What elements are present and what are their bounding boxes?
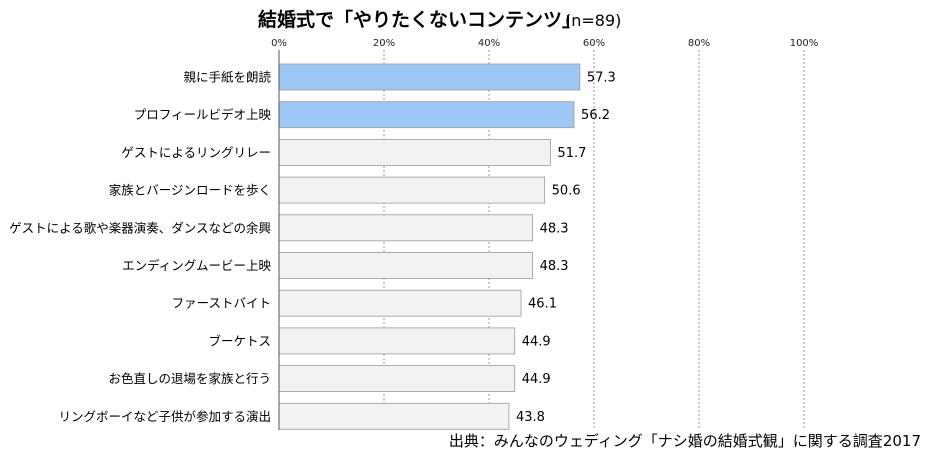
x-tick-label-4: 80% [688, 38, 710, 49]
category-label-2: ゲストによるリングリレー [121, 145, 271, 160]
bar-3 [278, 176, 546, 204]
category-label-1: プロフィールビデオ上映 [134, 107, 272, 122]
bar-8 [278, 365, 516, 393]
value-label-3: 50.6 [552, 184, 581, 199]
x-tick-labels: 0% 20% 40% 60% 80% 100% [271, 38, 818, 49]
value-label-5: 48.3 [540, 259, 569, 274]
x-tick-label-2: 40% [478, 38, 500, 49]
value-labels: 57.3 56.2 51.7 50.6 48.3 48.3 46.1 44.9 44.9 43.8 [516, 71, 616, 425]
category-label-4: ゲストによる歌や楽器演奏、ダンスなどの余興 [9, 220, 271, 235]
bar-0 [278, 63, 581, 91]
value-label-7: 44.9 [522, 334, 551, 349]
category-label-3: 家族とバージンロードを歩く [109, 183, 271, 198]
bar-7 [278, 327, 516, 355]
bar-4 [278, 214, 533, 242]
category-label-9: リングボーイなど子供が参加する演出 [58, 409, 271, 424]
bars [278, 63, 581, 430]
value-label-6: 46.1 [528, 297, 557, 312]
category-labels: 親に手紙を朗読プロフィールビデオ上映ゲストによるリングリレー家族とバージンロード… [9, 70, 271, 424]
value-label-2: 51.7 [557, 146, 586, 161]
bar-9 [278, 402, 510, 430]
bar-2 [278, 138, 551, 166]
x-tick-label-3: 60% [583, 38, 605, 49]
category-label-6: ファーストバイト [172, 296, 271, 311]
value-label-1: 56.2 [581, 108, 610, 123]
bar-1 [278, 101, 575, 129]
x-tick-label-1: 20% [373, 38, 395, 49]
category-label-7: ブーケトス [208, 333, 271, 348]
category-label-8: お色直しの退場を家族と行う [108, 371, 271, 386]
value-label-4: 48.3 [540, 221, 569, 236]
value-label-9: 43.8 [516, 410, 545, 425]
value-label-0: 57.3 [587, 71, 616, 86]
bar-6 [278, 289, 522, 317]
value-label-8: 44.9 [522, 372, 551, 387]
chart-subtitle: (n=89) [565, 11, 621, 30]
bar-5 [278, 252, 533, 279]
category-label-5: エンディングムービー上映 [122, 258, 271, 273]
category-label-0: 親に手紙を朗読 [183, 70, 271, 85]
x-tick-label-0: 0% [271, 38, 287, 49]
chart-title: 結婚式で「やりたくないコンテンツ」 [258, 8, 581, 31]
source-note: 出典：みんなのウェディング「ナシ婚の結婚式観」に関する調査2017 [449, 432, 921, 450]
x-tick-label-5: 100% [790, 38, 819, 49]
